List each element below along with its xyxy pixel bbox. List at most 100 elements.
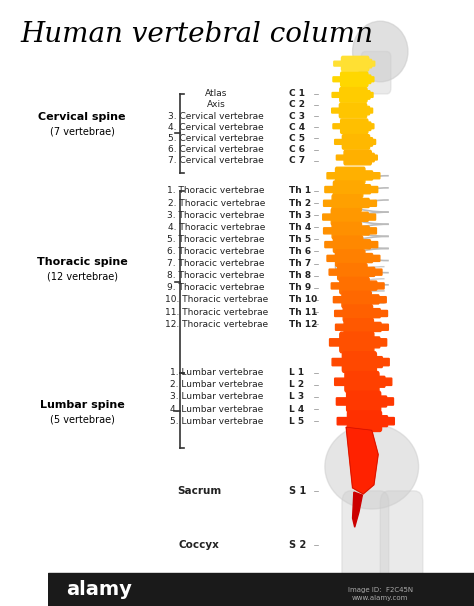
Text: Th 2: Th 2 (289, 199, 311, 207)
Text: L 4: L 4 (289, 405, 304, 413)
Text: www.alamy.com: www.alamy.com (352, 594, 409, 601)
Text: 6. Thoracic vertebrae: 6. Thoracic vertebrae (167, 247, 265, 256)
FancyBboxPatch shape (346, 391, 381, 412)
FancyBboxPatch shape (339, 103, 366, 118)
FancyBboxPatch shape (371, 173, 380, 179)
Text: 10. Thoracic vertebrae: 10. Thoracic vertebrae (164, 296, 268, 304)
FancyBboxPatch shape (333, 124, 341, 128)
Text: Th 8: Th 8 (289, 271, 311, 280)
Text: alamy: alamy (66, 580, 132, 599)
FancyBboxPatch shape (373, 376, 385, 387)
FancyBboxPatch shape (367, 337, 380, 348)
Text: C 7: C 7 (289, 156, 305, 165)
Text: Th 3: Th 3 (289, 211, 311, 219)
Text: Th 6: Th 6 (289, 247, 311, 256)
Text: L 2: L 2 (289, 381, 304, 389)
FancyBboxPatch shape (332, 222, 362, 239)
FancyBboxPatch shape (385, 418, 394, 425)
Text: C 6: C 6 (289, 145, 305, 154)
Text: (12 vertebrae): (12 vertebrae) (46, 272, 118, 282)
Text: Th 5: Th 5 (289, 235, 311, 244)
FancyBboxPatch shape (361, 75, 371, 84)
Text: S 2: S 2 (289, 541, 306, 550)
FancyBboxPatch shape (361, 52, 391, 94)
FancyBboxPatch shape (329, 339, 341, 346)
FancyBboxPatch shape (375, 283, 384, 289)
Text: Image ID:  F2C45N: Image ID: F2C45N (348, 587, 413, 593)
FancyBboxPatch shape (383, 378, 392, 385)
Text: 11. Thoracic vertebrae: 11. Thoracic vertebrae (164, 308, 268, 316)
FancyBboxPatch shape (337, 398, 348, 405)
FancyBboxPatch shape (335, 310, 344, 316)
Ellipse shape (353, 21, 408, 82)
FancyBboxPatch shape (362, 138, 373, 146)
FancyBboxPatch shape (375, 416, 388, 427)
Text: (5 vertebrae): (5 vertebrae) (50, 415, 114, 424)
Text: 4. Thoracic vertebrae: 4. Thoracic vertebrae (167, 223, 265, 231)
Text: 1. Lumbar vertebrae: 1. Lumbar vertebrae (170, 368, 263, 377)
FancyBboxPatch shape (360, 267, 375, 276)
FancyBboxPatch shape (335, 378, 346, 385)
FancyBboxPatch shape (347, 411, 382, 431)
Text: Sacrum: Sacrum (177, 486, 221, 496)
Text: Th 1: Th 1 (289, 187, 311, 195)
Text: 3. Cervical vertebrae: 3. Cervical vertebrae (168, 112, 264, 121)
FancyBboxPatch shape (332, 359, 344, 366)
FancyBboxPatch shape (354, 212, 368, 221)
FancyBboxPatch shape (343, 305, 373, 321)
FancyBboxPatch shape (335, 139, 343, 144)
Text: 6. Cervical vertebrae: 6. Cervical vertebrae (168, 145, 264, 154)
Text: C 1: C 1 (289, 90, 305, 98)
FancyBboxPatch shape (378, 310, 388, 316)
FancyBboxPatch shape (367, 228, 376, 234)
FancyBboxPatch shape (327, 255, 337, 261)
FancyBboxPatch shape (380, 359, 389, 366)
FancyBboxPatch shape (327, 173, 337, 179)
Text: 3. Lumbar vertebrae: 3. Lumbar vertebrae (170, 393, 263, 401)
Text: 3. Thoracic vertebrae: 3. Thoracic vertebrae (167, 211, 265, 219)
Polygon shape (346, 427, 378, 494)
Text: 5. Thoracic vertebrae: 5. Thoracic vertebrae (167, 235, 265, 244)
FancyBboxPatch shape (331, 208, 361, 225)
FancyBboxPatch shape (377, 339, 387, 346)
FancyBboxPatch shape (366, 322, 381, 331)
FancyBboxPatch shape (384, 398, 393, 405)
FancyBboxPatch shape (365, 295, 379, 304)
Text: Thoracic spine: Thoracic spine (36, 258, 128, 267)
FancyBboxPatch shape (355, 198, 369, 207)
FancyBboxPatch shape (374, 396, 387, 407)
FancyBboxPatch shape (341, 119, 368, 133)
FancyBboxPatch shape (336, 324, 345, 330)
FancyBboxPatch shape (379, 324, 388, 330)
FancyBboxPatch shape (342, 491, 389, 600)
Text: Cervical spine: Cervical spine (38, 112, 126, 122)
FancyBboxPatch shape (367, 200, 376, 206)
Text: 7. Thoracic vertebrae: 7. Thoracic vertebrae (167, 259, 265, 268)
FancyBboxPatch shape (340, 88, 367, 102)
FancyBboxPatch shape (362, 281, 377, 290)
FancyBboxPatch shape (373, 269, 382, 275)
Text: C 3: C 3 (289, 112, 305, 121)
FancyBboxPatch shape (333, 181, 363, 198)
FancyBboxPatch shape (345, 371, 379, 392)
FancyBboxPatch shape (334, 61, 342, 66)
FancyBboxPatch shape (337, 264, 367, 280)
Text: L 3: L 3 (289, 393, 304, 401)
FancyBboxPatch shape (333, 236, 363, 253)
FancyBboxPatch shape (365, 93, 373, 98)
FancyBboxPatch shape (364, 153, 374, 162)
Text: 8. Thoracic vertebrae: 8. Thoracic vertebrae (167, 271, 265, 280)
Polygon shape (353, 492, 362, 527)
Text: 7. Cervical vertebrae: 7. Cervical vertebrae (168, 156, 264, 165)
FancyBboxPatch shape (332, 93, 341, 98)
FancyBboxPatch shape (341, 72, 368, 87)
Text: 4. Lumbar vertebrae: 4. Lumbar vertebrae (170, 405, 263, 413)
FancyBboxPatch shape (333, 77, 341, 82)
Text: 12. Thoracic vertebrae: 12. Thoracic vertebrae (164, 320, 268, 328)
FancyBboxPatch shape (323, 214, 332, 220)
Text: Coccyx: Coccyx (179, 541, 219, 550)
Text: C 5: C 5 (289, 134, 305, 142)
FancyBboxPatch shape (360, 91, 370, 99)
FancyBboxPatch shape (359, 107, 370, 115)
FancyBboxPatch shape (325, 242, 334, 248)
